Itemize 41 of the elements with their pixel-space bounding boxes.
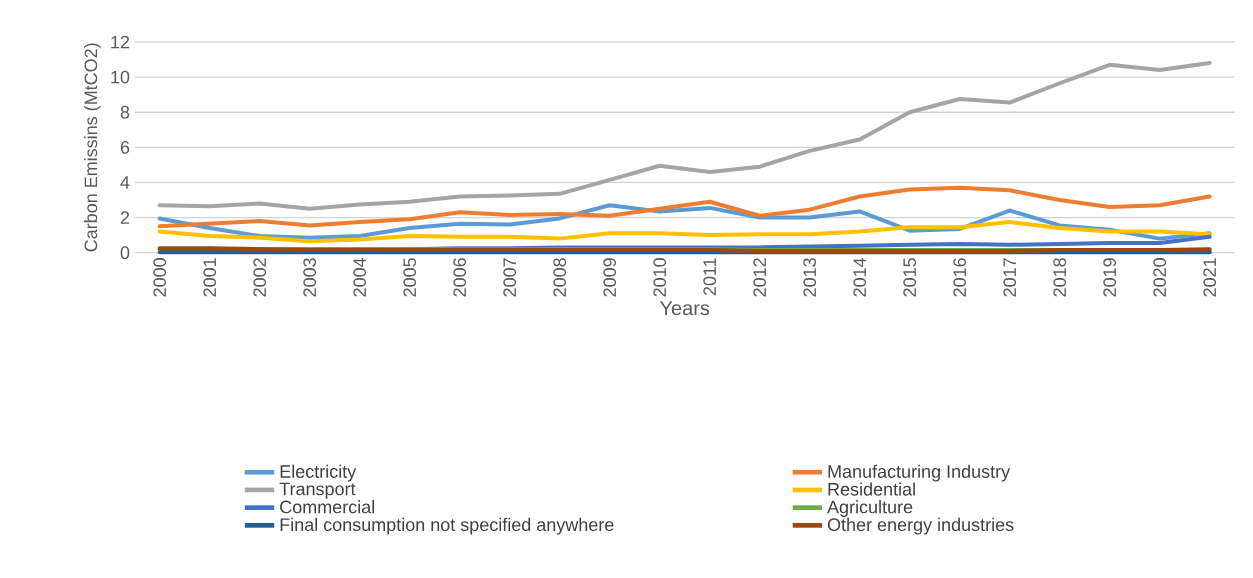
x-tick-label: 2007 <box>503 258 517 297</box>
x-tick-label: 2009 <box>603 258 617 297</box>
legend-label: Manufacturing Industry <box>828 464 1011 482</box>
y-axis-title: Carbon Emissins (MtCO2) <box>84 43 101 252</box>
x-tick-label: 2018 <box>1053 258 1067 297</box>
x-tick-label: 2014 <box>853 257 867 297</box>
line-series <box>157 61 1212 211</box>
x-tick-label: 2021 <box>1203 258 1217 297</box>
x-tick-label: 2004 <box>353 257 367 297</box>
legend-label: Other energy industries <box>827 517 1014 535</box>
legend-label: Electricity <box>280 464 357 482</box>
x-tick-label: 2013 <box>803 258 817 297</box>
y-tick-label: 6 <box>120 140 130 154</box>
x-tick-label: 2001 <box>203 258 217 297</box>
y-tick-label: 8 <box>120 105 130 119</box>
x-tick-label: 2006 <box>453 258 467 297</box>
legend-label: Residential <box>828 482 915 496</box>
x-tick-label: 2017 <box>1003 258 1017 297</box>
x-tick-label: 2000 <box>153 258 167 297</box>
x-tick-label: 2005 <box>403 258 417 297</box>
x-tick-label: 2016 <box>953 258 967 297</box>
x-tick-label: 2012 <box>753 258 767 297</box>
x-tick-label: 2003 <box>303 258 317 297</box>
x-tick-label: 2019 <box>1103 258 1117 297</box>
legend-label: Agriculture <box>827 500 913 517</box>
y-tick-label: 4 <box>120 176 130 189</box>
x-tick-label: 2011 <box>703 258 717 296</box>
legend-label: Commercial <box>280 500 374 514</box>
y-tick-label: 10 <box>111 70 130 84</box>
x-tick-label: 2008 <box>553 258 567 297</box>
x-axis-title: Years <box>659 301 710 316</box>
legend-label: Final consumption not specified anywhere <box>280 517 614 535</box>
x-tick-label: 2015 <box>903 258 917 297</box>
y-tick-label: 0 <box>120 246 130 260</box>
x-tick-label: 2002 <box>253 258 267 297</box>
line-series <box>157 219 1212 244</box>
legend-label: Transport <box>279 482 356 499</box>
y-tick-label: 12 <box>111 35 130 49</box>
x-tick-label: 2020 <box>1153 258 1167 297</box>
x-tick-label: 2010 <box>653 258 667 297</box>
y-tick-label: 2 <box>120 211 130 224</box>
